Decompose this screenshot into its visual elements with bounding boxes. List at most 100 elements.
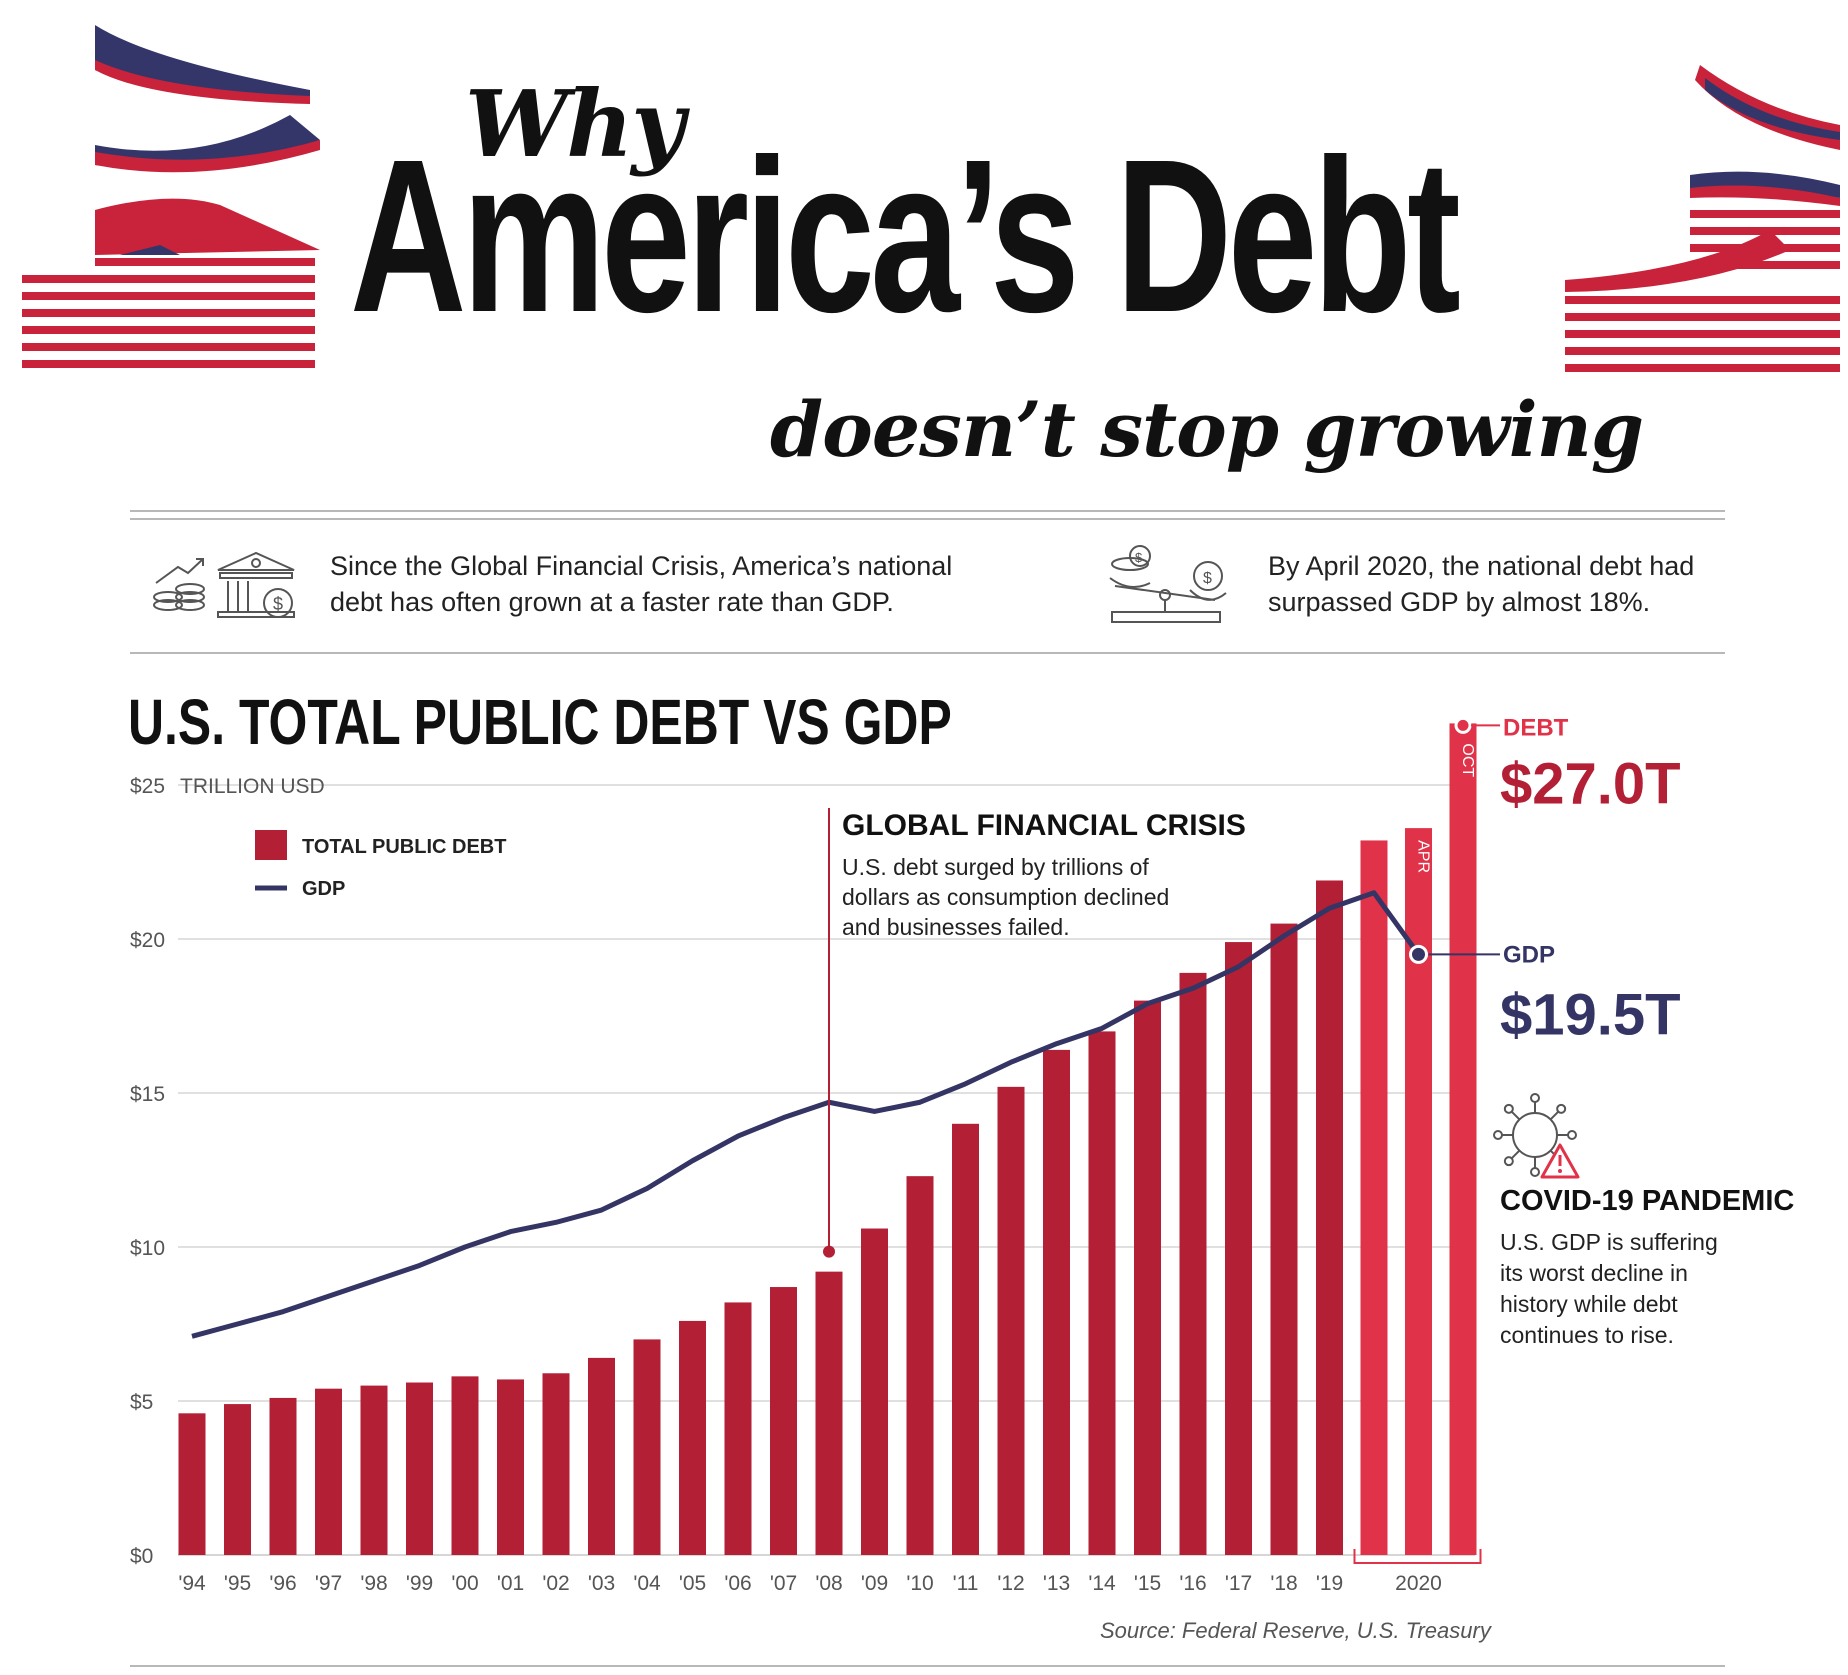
svg-text:$: $ [1135,550,1143,565]
y-tick-label: $5 [130,1391,153,1414]
virus-spike-tip [1503,1156,1514,1167]
virus-spike-tip [1556,1103,1567,1114]
top-rule-2 [130,518,1725,520]
x-tick-label: '17 [1225,1572,1252,1595]
debt-bar [997,1086,1025,1555]
covid-text: history while debt [1500,1291,1678,1317]
debt-bar [451,1376,479,1555]
debt-bar [406,1382,433,1555]
covid-text: continues to rise. [1500,1322,1674,1348]
debt-bar [588,1357,615,1555]
right-flag-stack [1565,65,1840,372]
virus-body [1512,1112,1558,1158]
x-tick-label: '94 [178,1572,206,1595]
bottom-rule [130,1665,1725,1667]
debt-bar [1449,723,1477,1555]
debt-bar [724,1302,752,1555]
y-tick-label: $20 [130,929,165,952]
debt-bar [1270,923,1298,1555]
x-tick-label: '00 [451,1572,478,1595]
debt-bar [1043,1049,1070,1555]
legend-debt-swatch [255,830,287,860]
debt-bar [497,1379,524,1555]
bank-growth-icon: $ [153,551,295,618]
header-title: America’s Debt [350,115,1461,358]
header-subtitle: doesn’t stop growing [770,385,1644,474]
chart-title: U.S. TOTAL PUBLIC DEBT VS GDP [128,686,952,758]
virus-spike-tip [1503,1103,1514,1114]
gfc-dot [823,1245,835,1258]
chart-source: Source: Federal Reserve, U.S. Treasury [1100,1618,1491,1643]
x-tick-label: '07 [770,1572,797,1595]
debt-callout-label: DEBT [1503,714,1569,741]
debt-bar [269,1397,297,1555]
warning-dot [1558,1169,1562,1173]
y-tick-label: $25 [130,775,165,798]
svg-text:$: $ [1203,570,1212,587]
x-tick-label: '12 [997,1572,1024,1595]
x-tick-label: '19 [1316,1572,1343,1595]
fact-2-line1: By April 2020, the national debt had [1268,551,1695,581]
debt-bar [633,1339,661,1555]
debt-bar [1360,840,1388,1555]
covid-text: U.S. GDP is suffering [1500,1229,1718,1255]
x-tick-label: '99 [406,1572,433,1595]
x-tick-label: 2020 [1395,1572,1442,1595]
x-tick-label: '08 [815,1572,842,1595]
gfc-text: U.S. debt surged by trillions of [842,854,1149,880]
x-tick-label: '18 [1270,1572,1297,1595]
debt-bar [815,1271,843,1555]
gdp-callout-value: $19.5T [1500,982,1681,1047]
legend-debt-label: TOTAL PUBLIC DEBT [302,836,506,858]
gdp-callout-label: GDP [1503,941,1555,968]
fact-1-line1: Since the Global Financial Crisis, Ameri… [330,551,953,581]
debt-bar [1088,1031,1116,1555]
x-tick-label: '97 [315,1572,342,1595]
left-flag-stack [22,25,320,368]
bar-label-oct: OCT [1459,743,1476,777]
debt-bar [1179,972,1207,1555]
virus-spike-tip [1567,1130,1577,1140]
x-tick-label: '98 [360,1572,387,1595]
gfc-text: dollars as consumption declined [842,884,1169,910]
x-tick-label: '95 [224,1572,251,1595]
scale-balance-icon: $ $ [1109,545,1227,623]
y-tick-label: $0 [130,1545,153,1568]
fact-2-line2: surpassed GDP by almost 18%. [1268,587,1651,617]
fact-1: Since the Global Financial Crisis, Ameri… [330,548,1030,620]
debt-bar [906,1176,934,1555]
y-axis-unit-label: TRILLION USD [180,775,325,798]
fact-2: By April 2020, the national debt had sur… [1268,548,1788,620]
covid-title: COVID-19 PANDEMIC [1500,1185,1794,1217]
virus-spike-tip [1493,1130,1503,1140]
x-tick-label: '06 [724,1572,751,1595]
mid-rule [130,652,1725,654]
x-tick-label: '96 [269,1572,296,1595]
gdp-end-dot [1409,944,1428,964]
debt-end-dot [1454,716,1472,734]
covid-text: its worst decline in [1500,1260,1688,1286]
gfc-text: and businesses failed. [842,914,1070,940]
debt-bar [679,1320,706,1555]
legend-gdp-label: GDP [302,878,345,900]
debt-callout-value: $27.0T [1500,751,1681,816]
x-tick-label: '02 [542,1572,569,1595]
virus-spike-tip [1530,1167,1540,1177]
fact-1-line2: debt has often grown at a faster rate th… [330,587,894,617]
x-tick-label: '09 [861,1572,888,1595]
debt-bar [360,1385,388,1555]
debt-bar [1134,1000,1161,1555]
gfc-title: GLOBAL FINANCIAL CRISIS [842,809,1246,842]
debt-bar [315,1388,342,1555]
x-tick-label: '04 [633,1572,661,1595]
svg-text:$: $ [273,594,283,614]
y-tick-label: $10 [130,1237,165,1260]
flag-stack-decorations [22,25,1840,372]
bar-label-apr: APR [1415,840,1432,873]
debt-bar [861,1228,888,1555]
virus-spike-tip [1530,1093,1540,1103]
x-tick-label: '10 [906,1572,933,1595]
debt-bar [770,1287,797,1555]
x-tick-label: '16 [1179,1572,1206,1595]
